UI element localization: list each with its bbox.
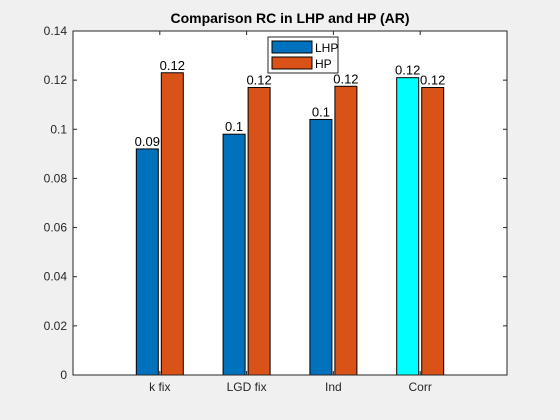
data-label: 0.12 (160, 58, 185, 73)
x-tick-label: LGD fix (227, 380, 267, 394)
data-label-group: 0.090.10.10.120.120.12 0.12 0.12 (135, 58, 446, 149)
bar-lhp (396, 77, 420, 376)
legend[interactable]: LHP HP (267, 36, 339, 74)
bar-hp (247, 87, 271, 376)
legend-swatch-hp (271, 56, 313, 70)
bar-lhp (309, 118, 333, 376)
chart-title: Comparison RC in LHP and HP (AR) (170, 10, 409, 26)
y-tick-label: 0.1 (50, 122, 67, 136)
y-tick-label: 0.06 (44, 221, 68, 235)
data-label: 0.12 (246, 73, 271, 88)
axes-box (72, 30, 508, 376)
data-label: 0.09 (135, 134, 160, 149)
data-label: 0.1 (312, 104, 330, 119)
y-tick-label: 0.02 (44, 319, 68, 333)
data-label: 0.12 (420, 73, 445, 88)
y-tick-label: 0 (60, 368, 67, 382)
legend-label-hp: HP (315, 57, 332, 71)
bar-hp (334, 85, 358, 376)
data-label: 0.1 (225, 119, 243, 134)
bar-lhp (135, 148, 159, 376)
y-tick-label: 0.04 (44, 270, 68, 284)
y-tick-label: 0.14 (44, 24, 68, 38)
bar-group (135, 72, 445, 376)
x-tick-label: Corr (409, 380, 432, 394)
x-tick-label: Ind (325, 380, 342, 394)
data-label: 0.12 (395, 63, 420, 78)
y-tick-label: 0.12 (44, 73, 68, 87)
bar-hp (421, 87, 445, 376)
y-tick-label: 0.08 (44, 171, 68, 185)
x-axis: k fix LGD fix Ind Corr (149, 31, 432, 394)
bar-lhp (222, 133, 246, 376)
legend-swatch-lhp (271, 40, 313, 54)
x-tick-label: k fix (149, 380, 170, 394)
legend-label-lhp: LHP (315, 41, 338, 55)
bar-hp (160, 72, 184, 376)
y-axis: 0 0.02 0.04 0.06 0.08 0.1 0.12 0.14 (44, 24, 507, 382)
data-label: 0.12 (333, 71, 358, 86)
